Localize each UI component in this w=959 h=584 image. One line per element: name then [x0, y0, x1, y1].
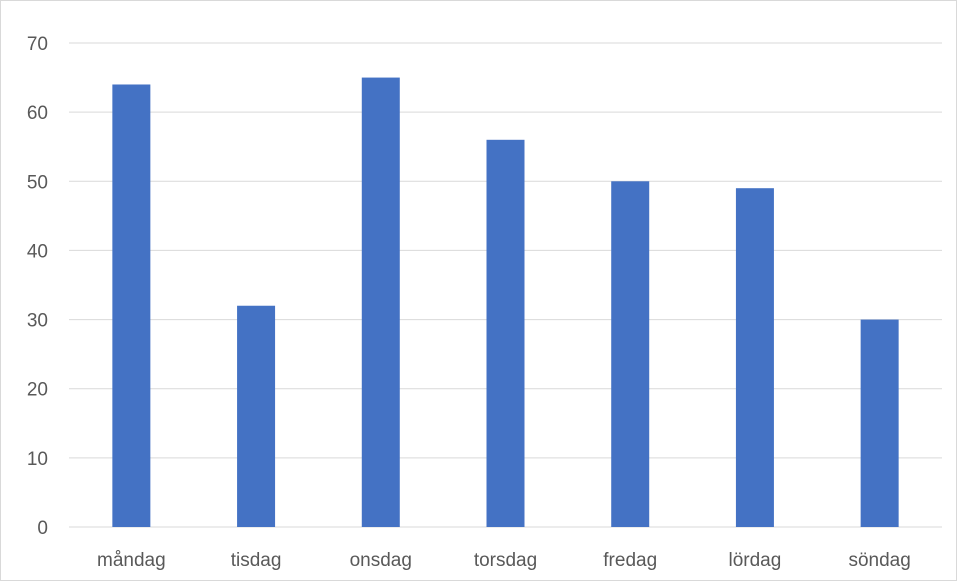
y-tick-label: 70 [27, 34, 48, 55]
bar-onsdag [361, 77, 400, 528]
bars [112, 77, 899, 528]
x-tick-label: tisdag [231, 550, 282, 571]
y-tick-label: 30 [27, 311, 48, 332]
x-axis: måndag tisdag onsdag torsdag fredag lördag sön… [97, 550, 911, 571]
bar-måndag [112, 84, 151, 527]
x-tick-label: söndag [848, 550, 910, 571]
y-tick-label: 0 [37, 518, 48, 539]
x-tick-label: onsdag [350, 550, 412, 571]
bar-tisdag [237, 305, 276, 527]
bar-fredag [611, 181, 650, 528]
y-tick-label: 10 [27, 449, 48, 470]
y-tick-label: 60 [27, 103, 48, 124]
x-tick-label: torsdag [474, 550, 537, 571]
x-tick-label: lördag [729, 550, 782, 571]
y-axis: 0 10 20 30 40 50 60 70 [27, 34, 48, 539]
x-tick-label: fredag [603, 550, 657, 571]
bar-torsdag [486, 139, 525, 528]
y-tick-label: 20 [27, 380, 48, 401]
y-tick-label: 40 [27, 241, 48, 262]
y-tick-label: 50 [27, 172, 48, 193]
x-tick-label: måndag [97, 550, 166, 571]
bar-söndag [860, 319, 899, 527]
bar-lördag [735, 188, 774, 527]
